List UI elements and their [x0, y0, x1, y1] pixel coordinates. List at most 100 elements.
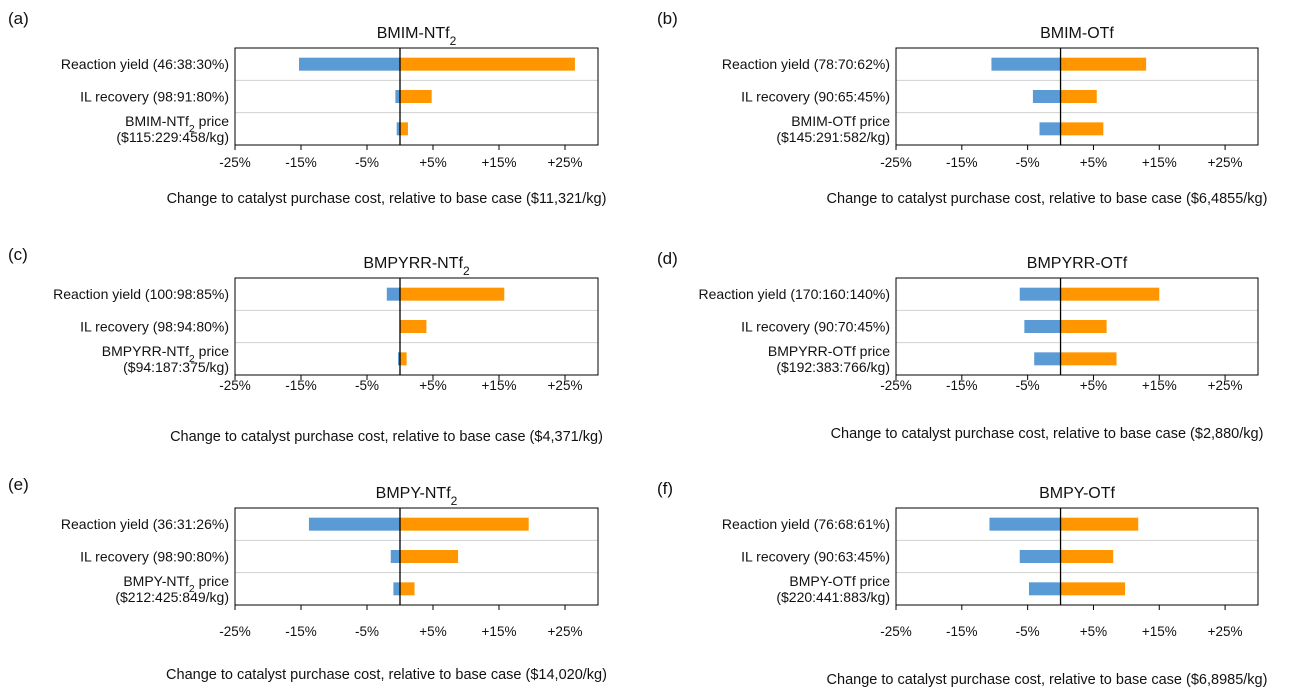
x-tick-label: -15%	[285, 155, 317, 170]
category-label: Reaction yield (78:70:62%)	[722, 56, 890, 72]
x-tick-label: +25%	[548, 378, 583, 393]
label-part: ($94:187:375/kg)	[123, 359, 229, 375]
bar-high	[1060, 122, 1104, 136]
category-label: BMPYRR-NTf2 price	[102, 343, 229, 365]
category-label: IL recovery (90:70:45%)	[741, 319, 890, 335]
bar-high	[400, 122, 408, 136]
chart-title: BMPYRR-NTf2	[363, 255, 470, 278]
bar-low	[308, 517, 400, 531]
category-label: Reaction yield (170:160:140%)	[699, 286, 890, 302]
bar-low	[991, 57, 1061, 71]
x-tick-label: -15%	[285, 378, 317, 393]
tornado-panel-f: (f) BMPY-OTf Reaction yield (76:68:61%) IL …	[655, 460, 1310, 690]
category-label: ($94:187:375/kg)	[123, 359, 229, 375]
label-part: ($220:441:883/kg)	[776, 589, 890, 605]
category-label: ($192:383:766/kg)	[776, 359, 890, 375]
bar-high	[1060, 582, 1126, 596]
panel-letter: (e)	[8, 475, 29, 494]
x-tick-label: +25%	[1208, 624, 1243, 639]
subscript: 2	[451, 494, 458, 508]
tornado-panel-c: (c) BMPYRR-NTf2 Reaction yield (100:98:85%…	[0, 230, 655, 460]
bar-low	[396, 122, 400, 136]
category-label: IL recovery (98:90:80%)	[80, 549, 229, 565]
bar-low	[398, 352, 400, 366]
category-label: Reaction yield (76:68:61%)	[722, 516, 890, 532]
tornado-panel-a: (a) BMIM-NTf2 Reaction yield (46:38:30%) IL…	[0, 0, 655, 230]
label-part: price	[195, 113, 229, 129]
bar-low	[1032, 90, 1061, 103]
category-label: BMPYRR-OTf price	[768, 343, 890, 359]
x-axis-label: Change to catalyst purchase cost, relati…	[170, 429, 603, 445]
x-tick-label: -5%	[1016, 378, 1040, 393]
category-label: BMPY-NTf2 price	[123, 573, 229, 595]
label-part: IL recovery (90:63:45%)	[741, 549, 890, 565]
chart-title: BMPYRR-OTf	[1027, 255, 1128, 272]
x-tick-label: +15%	[1142, 155, 1177, 170]
subscript: 2	[450, 34, 457, 48]
bar-high	[400, 57, 575, 71]
x-tick-label: +5%	[419, 155, 446, 170]
label-part: BMIM-NTf	[125, 113, 189, 129]
bar-low	[1039, 122, 1061, 136]
x-tick-label: +5%	[1080, 155, 1107, 170]
category-label: Reaction yield (100:98:85%)	[53, 286, 229, 302]
label-part: IL recovery (98:90:80%)	[80, 549, 229, 565]
bar-high	[1060, 57, 1147, 71]
plot-frame	[234, 47, 599, 146]
x-tick-label: +25%	[1208, 378, 1243, 393]
panel-letter: (b)	[657, 9, 678, 28]
bar-high	[400, 287, 505, 301]
chart-title: BMIM-OTf	[1040, 25, 1114, 42]
x-tick-label: +5%	[419, 378, 446, 393]
x-tick-label: -25%	[880, 624, 912, 639]
x-tick-label: -25%	[880, 378, 912, 393]
label-part: BMPYRR-OTf	[1027, 255, 1128, 272]
label-part: ($145:291:582/kg)	[776, 129, 890, 145]
tornado-panel-b: (b) BMIM-OTf Reaction yield (78:70:62%) IL …	[655, 0, 1310, 230]
x-tick-label: +15%	[1142, 378, 1177, 393]
tornado-chart-svg: (b) BMIM-OTf Reaction yield (78:70:62%) IL …	[657, 9, 1268, 207]
bar-low	[1024, 320, 1061, 333]
tornado-chart-svg: (f) BMPY-OTf Reaction yield (76:68:61%) IL …	[657, 479, 1267, 688]
bar-high	[1060, 287, 1160, 301]
x-tick-label: -5%	[355, 624, 379, 639]
bar-high	[1060, 517, 1139, 531]
category-label: ($220:441:883/kg)	[776, 589, 890, 605]
label-part: Reaction yield (76:68:61%)	[722, 516, 890, 532]
x-tick-label: -25%	[219, 624, 251, 639]
category-label: IL recovery (98:94:80%)	[80, 319, 229, 335]
category-label: BMIM-NTf2 price	[125, 113, 229, 135]
chart-title: BMIM-NTf2	[377, 25, 457, 48]
label-part: BMPYRR-NTf	[363, 255, 463, 272]
label-part: price	[195, 343, 229, 359]
bar-high	[400, 550, 459, 563]
label-part: IL recovery (98:91:80%)	[80, 89, 229, 105]
label-part: BMPY-OTf	[1039, 485, 1115, 502]
label-part: ($192:383:766/kg)	[776, 359, 890, 375]
x-axis-label: Change to catalyst purchase cost, relati…	[827, 191, 1268, 207]
category-label: IL recovery (90:63:45%)	[741, 549, 890, 565]
x-tick-label: +25%	[548, 155, 583, 170]
label-part: BMPYRR-OTf price	[768, 343, 890, 359]
x-tick-label: -15%	[946, 624, 978, 639]
category-label: ($145:291:582/kg)	[776, 129, 890, 145]
label-part: Reaction yield (46:38:30%)	[61, 56, 229, 72]
label-part: price	[195, 573, 229, 589]
bar-high	[400, 90, 432, 103]
x-tick-label: +5%	[1080, 624, 1107, 639]
x-tick-label: +5%	[1080, 378, 1107, 393]
x-tick-label: +15%	[482, 624, 517, 639]
x-tick-label: +15%	[482, 155, 517, 170]
bar-low	[1028, 582, 1061, 596]
label-part: ($212:425:849/kg)	[115, 589, 229, 605]
category-label: IL recovery (90:65:45%)	[741, 89, 890, 105]
chart-title: BMPY-OTf	[1039, 485, 1115, 502]
label-part: Reaction yield (170:160:140%)	[699, 286, 890, 302]
category-label: BMPY-OTf price	[789, 573, 890, 589]
x-tick-label: -5%	[1016, 155, 1040, 170]
bar-high	[400, 517, 529, 531]
subscript: 2	[189, 353, 195, 365]
chart-title: BMPY-NTf2	[376, 485, 458, 508]
